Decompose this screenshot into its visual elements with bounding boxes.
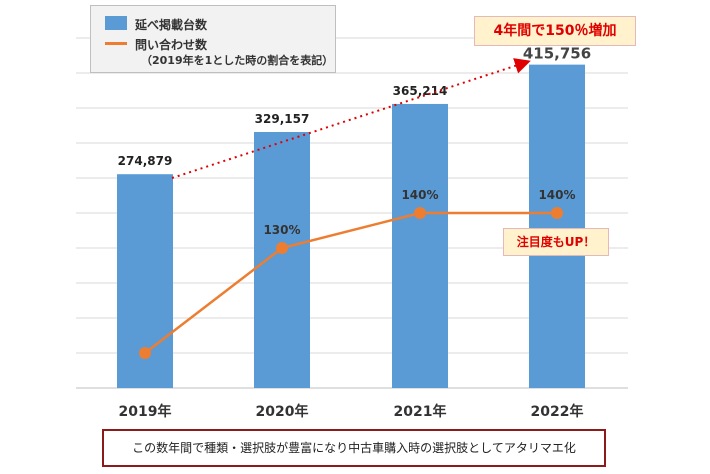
- bar-value-label: 274,879: [118, 154, 173, 168]
- legend-bar-swatch: [105, 16, 127, 30]
- bar-value-label: 329,157: [255, 112, 310, 126]
- inquiry-point: [414, 207, 426, 219]
- bar: [254, 131, 310, 388]
- bar: [529, 64, 585, 389]
- growth-callout: 4年間で150％増加: [474, 16, 636, 46]
- x-tick-label: 2020年: [256, 403, 309, 420]
- legend-line-label: 問い合わせ数: [135, 38, 208, 52]
- inquiry-point: [139, 347, 151, 359]
- trend-arrow: [171, 58, 531, 179]
- legend-note: （2019年を1とした時の割合を表記）: [141, 54, 334, 67]
- bar: [392, 103, 448, 388]
- legend-line-swatch: [105, 42, 127, 45]
- caption-box: この数年間で種類・選択肢が豊富になり中古車購入時の選択肢としてアタリマエ化: [102, 429, 606, 467]
- inquiry-point: [276, 242, 288, 254]
- inquiry-value-label: 140%: [538, 188, 575, 202]
- x-tick-label: 2022年: [531, 403, 584, 420]
- legend: 延べ掲載台数 問い合わせ数 （2019年を1とした時の割合を表記）: [90, 5, 336, 73]
- legend-bar-label: 延べ掲載台数: [135, 18, 208, 32]
- attention-callout: 注目度もUP！: [503, 228, 609, 256]
- x-tick-label: 2021年: [394, 403, 447, 420]
- x-tick-label: 2019年: [119, 403, 172, 420]
- inquiry-point: [551, 207, 563, 219]
- inquiry-line: [144, 211, 557, 354]
- bar-value-label: 365,214: [393, 84, 448, 98]
- inquiry-value-label: 130%: [263, 223, 300, 237]
- bar-value-label: 415,756: [523, 45, 591, 63]
- inquiry-value-label: 140%: [401, 188, 438, 202]
